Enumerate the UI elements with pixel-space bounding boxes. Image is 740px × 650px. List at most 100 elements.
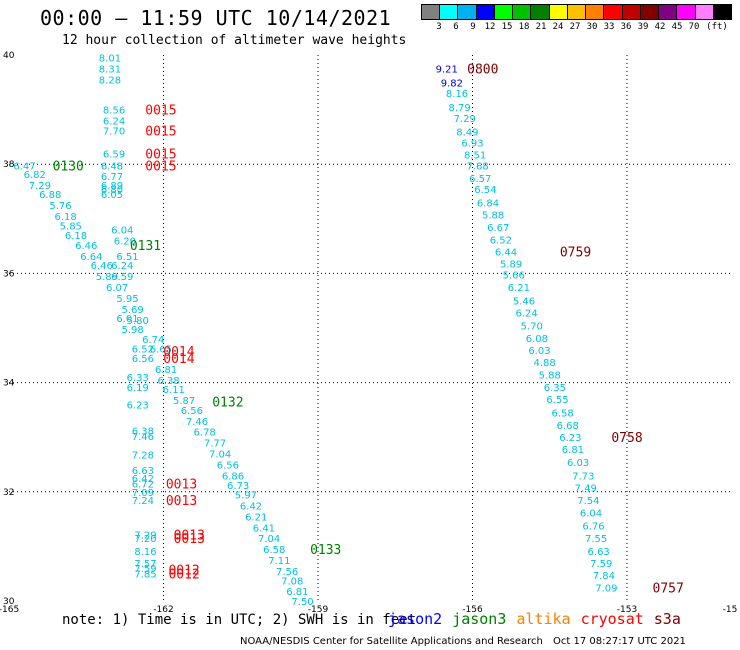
wave-height-label: 6.42 — [240, 501, 262, 512]
wave-height-label: 6.67 — [487, 223, 509, 234]
wave-height-label: 7.54 — [577, 496, 599, 507]
wave-height-label: 5.98 — [121, 325, 143, 336]
wave-height-label: 7.57 — [134, 559, 156, 570]
wave-height-label: 6.44 — [495, 248, 517, 259]
legend-swatch — [712, 4, 732, 20]
wave-height-label: 6.23 — [127, 400, 149, 411]
wave-height-label: 6.93 — [461, 138, 483, 149]
wave-height-label: 6.23 — [559, 433, 581, 444]
pass-time-label: 0012 — [168, 563, 199, 578]
legend-unit: (ft) — [706, 22, 728, 32]
wave-height-label: 6.84 — [477, 198, 499, 209]
wave-height-label: 7.46 — [132, 432, 154, 443]
satellite-name: jason3 — [452, 610, 507, 628]
wave-height-label: 7.28 — [132, 451, 154, 462]
wave-height-label: 6.38 — [132, 427, 154, 438]
wave-height-label: 6.82 — [24, 170, 46, 181]
legend-label: 6 — [453, 22, 459, 32]
satellite-name: s3a — [653, 610, 681, 628]
wave-height-label: 7.04 — [258, 534, 280, 545]
wave-height-label: 7.85 — [134, 570, 156, 581]
wave-height-label: 5.66 — [503, 270, 525, 281]
wave-height-label: 7.55 — [585, 534, 607, 545]
wave-height-label: 7.59 — [134, 564, 156, 575]
wave-height-label: 6.41 — [253, 523, 275, 534]
wave-height-label: 7.29 — [454, 114, 476, 125]
x-tick-label: -153 — [617, 605, 637, 615]
pass-time-label: 0013 — [174, 532, 205, 547]
wave-height-label: 6.24 — [515, 309, 537, 320]
x-tick-label: -159 — [308, 605, 329, 615]
chart-title: 00:00 — 11:59 UTC 10/14/2021 — [40, 6, 392, 30]
wave-height-label: 8.01 — [99, 54, 121, 65]
x-tick-label: -165 — [0, 605, 19, 615]
wave-height-label: 6.89 — [101, 181, 123, 192]
wave-height-label: 6.63 — [588, 547, 610, 558]
wave-height-label: 6.74 — [142, 335, 164, 346]
wave-height-label: 8.16 — [134, 547, 156, 558]
wave-height-label: 6.42 — [132, 474, 154, 485]
x-tick-label: -162 — [153, 605, 173, 615]
wave-height-label: 6.59 — [111, 272, 133, 283]
wave-height-label: 6.19 — [127, 383, 149, 394]
wave-height-label: 8.56 — [103, 106, 125, 117]
wave-height-label: 6.88 — [39, 190, 61, 201]
wave-height-label: 6.81 — [286, 587, 308, 598]
wave-height-label: 5.70 — [521, 321, 543, 332]
pass-time-label: 0014 — [163, 345, 194, 360]
wave-height-label: 7.09 — [132, 488, 154, 499]
pass-time-label: 0013 — [166, 478, 197, 493]
wave-height-label: 6.80 — [101, 185, 123, 196]
legend-label: 33 — [603, 22, 615, 32]
wave-height-label: 6.35 — [544, 383, 566, 394]
wave-height-label: 7.84 — [593, 571, 615, 582]
wave-height-label: 9.21 — [436, 65, 458, 76]
pass-time-label: 0015 — [145, 159, 176, 174]
wave-height-label: 6.78 — [194, 428, 216, 439]
legend-label: 21 — [535, 22, 547, 32]
wave-height-label: 5.88 — [539, 370, 561, 381]
pass-time-label: 0014 — [163, 352, 194, 367]
wave-height-label: 6.65 — [150, 345, 172, 356]
wave-height-label: 8.51 — [464, 150, 486, 161]
wave-height-label: 5.97 — [235, 491, 257, 502]
legend-label: 27 — [569, 22, 581, 32]
satellite-name: cryosat — [580, 610, 644, 628]
y-tick-label: 32 — [3, 488, 14, 498]
y-tick-label: 36 — [3, 269, 15, 279]
pass-time-label: 0013 — [174, 528, 205, 543]
wave-height-label: 6.72 — [132, 480, 154, 491]
wave-height-label: 7.08 — [281, 576, 303, 587]
wave-height-label: 7.56 — [276, 567, 298, 578]
wave-height-label: 6.04 — [580, 509, 602, 520]
legend-labels: 3 6 9 12 15 18 21 24 27 30 33 36 39 42 45 70 (ft) — [421, 20, 731, 34]
wave-height-label: 6.03 — [528, 346, 550, 357]
wave-height-label: 7.73 — [572, 471, 594, 482]
y-tick-label: 40 — [3, 51, 15, 61]
wave-height-label: 6.64 — [80, 252, 102, 263]
wave-height-label: 7.70 — [103, 126, 125, 137]
wave-height-label: 5.76 — [49, 201, 71, 212]
wave-height-label: 6.46 — [91, 261, 113, 272]
wave-height-label: 5.85 — [60, 221, 82, 232]
pass-time-label: 0015 — [145, 124, 176, 139]
wave-height-label: 4.88 — [533, 358, 555, 369]
wave-height-label: 6.48 — [101, 161, 123, 172]
credit-text: NOAA/NESDIS Center for Satellite Applica… — [240, 636, 543, 647]
wave-height-label: 6.01 — [116, 314, 138, 325]
wave-height-label: 7.09 — [595, 583, 617, 594]
pass-time-label: 0132 — [212, 396, 243, 411]
wave-height-label: 6.04 — [111, 226, 133, 237]
generated-timestamp: Oct 17 08:27:17 UTC 2021 — [553, 636, 686, 647]
wave-height-label: 9.82 — [441, 78, 463, 89]
wave-height-label: 6.52 — [132, 345, 154, 356]
x-tick-label: -156 — [462, 605, 483, 615]
pass-time-label: 0013 — [166, 494, 197, 509]
wave-height-label: 6.59 — [103, 149, 125, 160]
wave-height-label: 6.57 — [469, 174, 491, 185]
wave-height-label: 6.33 — [127, 373, 149, 384]
legend-label: 42 — [654, 22, 666, 32]
pass-time-label: 0800 — [467, 63, 498, 78]
legend-label: 70 — [688, 22, 700, 32]
wave-height-label: 6.73 — [227, 481, 249, 492]
